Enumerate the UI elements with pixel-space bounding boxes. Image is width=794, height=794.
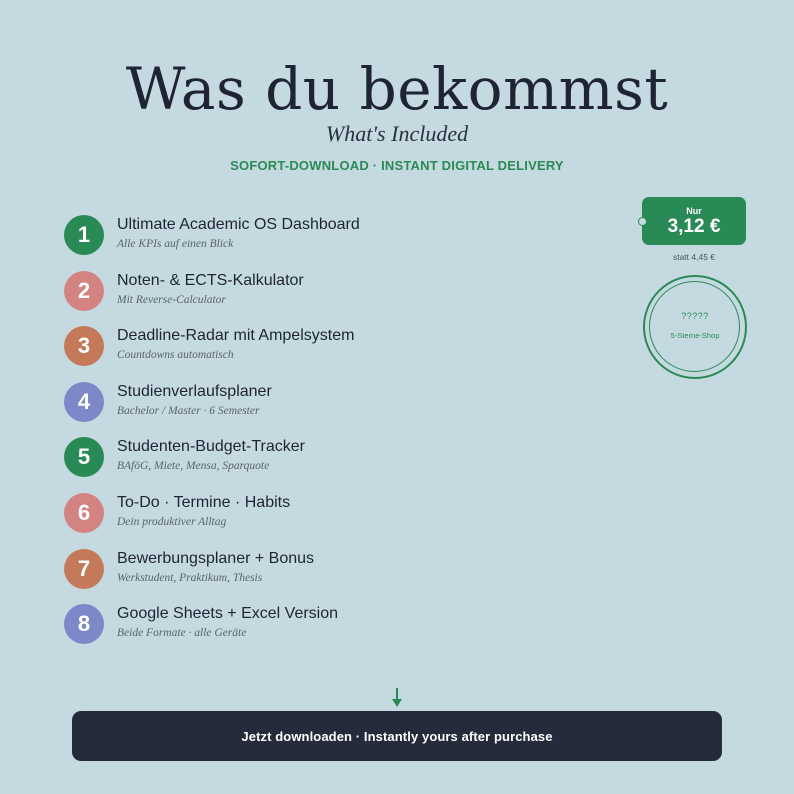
page-title: Was du bekommst (125, 55, 669, 123)
price-tag: Nur 3,12 € (638, 197, 746, 245)
download-button-label: Jetzt downloaden · Instantly yours after… (241, 728, 553, 744)
item-number-badge: 7 (64, 548, 104, 589)
list-item: 5 Studenten-Budget-Tracker BAföG, Miete, M… (64, 436, 584, 492)
tag-hole (638, 217, 647, 226)
badge-inner-ring (649, 281, 740, 372)
delivery-tagline: SOFORT-DOWNLOAD · INSTANT DIGITAL DELIVE… (230, 158, 564, 173)
badge-text: 5-Sterne-Shop (670, 331, 720, 340)
item-title: Ultimate Academic OS Dashboard (117, 216, 360, 233)
item-subtitle: Alle KPIs auf einen Blick (117, 238, 234, 250)
item-number-badge: 6 (64, 492, 104, 533)
list-item: 3 Deadline-Radar mit Ampelsystem Countdown… (64, 325, 584, 381)
page-subtitle: What's Included (325, 121, 469, 146)
list-item: 1 Ultimate Academic OS Dashboard Alle KPIs… (64, 214, 584, 270)
item-subtitle: BAföG, Miete, Mensa, Sparquote (117, 460, 270, 473)
item-subtitle: Werkstudent, Praktikum, Thesis (117, 571, 263, 584)
price-value: 3,12 € (667, 216, 721, 237)
item-subtitle: Beide Formate · alle Geräte (117, 627, 247, 640)
item-number-badge: 3 (64, 326, 104, 367)
list-item: 4 Studienverlaufsplaner Bachelor / Master … (64, 381, 584, 437)
included-items-list: 1 Ultimate Academic OS Dashboard Alle KPIs… (64, 214, 584, 659)
download-button[interactable]: Jetzt downloaden · Instantly yours after… (72, 711, 722, 761)
item-subtitle: Mit Reverse-Calculator (117, 293, 226, 306)
item-number-badge: 4 (64, 381, 104, 422)
item-title: Noten- & ECTS-Kalkulator (117, 271, 304, 289)
price-label: Nur (686, 206, 702, 216)
old-price: statt 4,45 € (672, 252, 716, 262)
item-number-badge: 5 (64, 437, 104, 478)
item-subtitle: Dein produktiver Alltag (117, 515, 227, 528)
item-title: To-Do · Termine · Habits (117, 493, 291, 511)
star-rating-icon: ????? (681, 311, 709, 321)
list-item: 6 To-Do · Termine · Habits Dein produktive… (64, 492, 584, 548)
item-number-badge: 1 (64, 215, 104, 255)
item-number-badge: 8 (64, 604, 104, 645)
item-title: Studienverlaufsplaner (117, 382, 272, 400)
item-title: Deadline-Radar mit Ampelsystem (117, 327, 355, 345)
item-title: Studenten-Budget-Tracker (117, 438, 305, 456)
list-item: 8 Google Sheets + Excel Version Beide Form… (64, 603, 584, 659)
rating-badge: ????? 5-Sterne-Shop (643, 275, 747, 379)
item-subtitle: Countdowns automatisch (117, 349, 234, 362)
arrow-down-icon (392, 688, 402, 707)
list-item: 2 Noten- & ECTS-Kalkulator Mit Reverse-Cal… (64, 270, 584, 326)
item-title: Google Sheets + Excel Version (117, 605, 339, 623)
item-subtitle: Bachelor / Master · 6 Semester (117, 404, 260, 417)
item-title: Bewerbungsplaner + Bonus (117, 549, 315, 567)
list-item: 7 Bewerbungsplaner + Bonus Werkstudent, Pr… (64, 548, 584, 604)
item-number-badge: 2 (64, 270, 104, 311)
